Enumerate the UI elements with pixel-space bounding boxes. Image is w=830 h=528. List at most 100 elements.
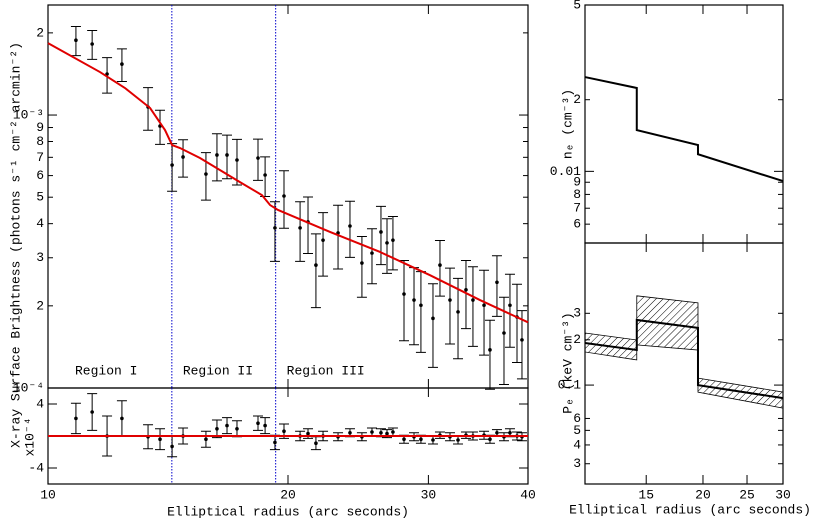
y-tick-label: 9 — [36, 120, 44, 135]
data-point — [321, 238, 325, 242]
data-point — [273, 226, 277, 230]
data-point — [120, 416, 124, 421]
error-bar — [295, 201, 306, 262]
data-point — [456, 310, 460, 314]
data-point — [431, 438, 435, 442]
data-point — [90, 410, 94, 414]
y-tick-label: 10⁻⁴ — [13, 380, 44, 395]
error-bar — [333, 204, 344, 270]
y-tick-label: 8 — [573, 187, 581, 202]
y-tick-label: 6 — [573, 411, 581, 426]
error-bar — [460, 260, 471, 330]
error-bar — [467, 266, 478, 347]
y-tick-label: 7 — [36, 150, 44, 165]
error-bar — [366, 228, 377, 285]
error-bar — [231, 138, 242, 186]
y-tick-label: 2 — [573, 332, 581, 347]
y-axis-label: X-ray Surface Brightness (photons s⁻¹ cm… — [8, 42, 23, 448]
region-label: Region II — [183, 363, 253, 378]
y-tick-label: 3 — [573, 456, 581, 471]
data-point — [488, 437, 492, 442]
y-tick-label: 5 — [573, 0, 581, 12]
x-tick-label: 40 — [520, 487, 536, 502]
model-line — [47, 42, 529, 324]
error-bar — [399, 260, 410, 342]
plot-frame — [584, 4, 784, 244]
data-point — [370, 251, 374, 255]
uncertainty-band — [697, 377, 784, 409]
y-axis-label: Pₑ (keV cm⁻³) — [560, 312, 575, 413]
data-point — [495, 431, 499, 435]
y-tick-label: 4 — [36, 396, 44, 411]
data-point — [204, 437, 208, 442]
data-point — [282, 194, 286, 198]
error-bar — [269, 201, 280, 262]
y-tick-label: 10⁻³ — [13, 107, 44, 122]
profile-line — [584, 76, 784, 183]
error-bar — [310, 233, 321, 309]
data-point — [360, 261, 364, 265]
data-point — [306, 431, 310, 436]
y-tick-label: 6 — [573, 217, 581, 232]
data-point — [90, 42, 94, 46]
error-bar — [479, 269, 490, 356]
plot-frame — [47, 4, 529, 389]
error-bar — [453, 277, 464, 360]
data-point — [379, 230, 383, 234]
data-point — [74, 416, 78, 421]
data-point — [391, 238, 395, 242]
data-point — [158, 437, 162, 442]
x-tick-label: 20 — [695, 487, 711, 502]
data-point — [379, 431, 383, 435]
error-bar — [278, 170, 289, 229]
data-point — [438, 263, 442, 267]
error-bar — [318, 212, 329, 277]
error-bar — [409, 267, 420, 346]
data-point — [502, 331, 506, 335]
data-point — [120, 62, 124, 66]
x-tick-label: 30 — [421, 487, 437, 502]
data-point — [170, 163, 174, 167]
error-bar — [504, 273, 515, 348]
data-point — [488, 348, 492, 352]
data-point — [508, 431, 512, 435]
data-point — [282, 429, 286, 434]
data-point — [256, 156, 260, 160]
y-tick-label: 0.01 — [550, 164, 581, 179]
x-tick-label: 15 — [638, 487, 654, 502]
data-point — [402, 437, 406, 442]
data-point — [370, 430, 374, 434]
y-tick-label: -4 — [28, 460, 44, 475]
data-point — [225, 153, 229, 157]
x-axis-label: Elliptical radius (arc seconds) — [167, 504, 409, 519]
data-point — [391, 430, 395, 434]
data-point — [495, 280, 499, 285]
data-point — [225, 423, 229, 428]
plot-frame — [584, 242, 784, 485]
y-tick-label: 7 — [573, 201, 581, 216]
error-bar — [303, 196, 314, 254]
error-bar — [375, 205, 386, 266]
data-point — [314, 263, 318, 267]
data-point — [215, 427, 219, 431]
data-point — [298, 226, 302, 230]
x-tick-label: 30 — [775, 487, 791, 502]
error-bar — [516, 310, 527, 380]
error-bar — [143, 87, 154, 131]
y-tick-label: 3 — [36, 250, 44, 265]
region-label: Region III — [287, 363, 365, 378]
error-bar — [222, 134, 233, 180]
data-point — [448, 298, 452, 302]
error-bar — [356, 235, 367, 298]
data-point — [215, 153, 219, 157]
error-bar — [344, 200, 355, 258]
error-bar — [434, 240, 445, 297]
y-tick-label: 3 — [573, 306, 581, 321]
error-bar — [427, 283, 438, 368]
region-label: Region I — [75, 363, 137, 378]
y-tick-label: 2 — [36, 298, 44, 313]
error-bar — [211, 133, 222, 182]
data-point — [235, 158, 239, 162]
y-tick-label: 2 — [573, 92, 581, 107]
